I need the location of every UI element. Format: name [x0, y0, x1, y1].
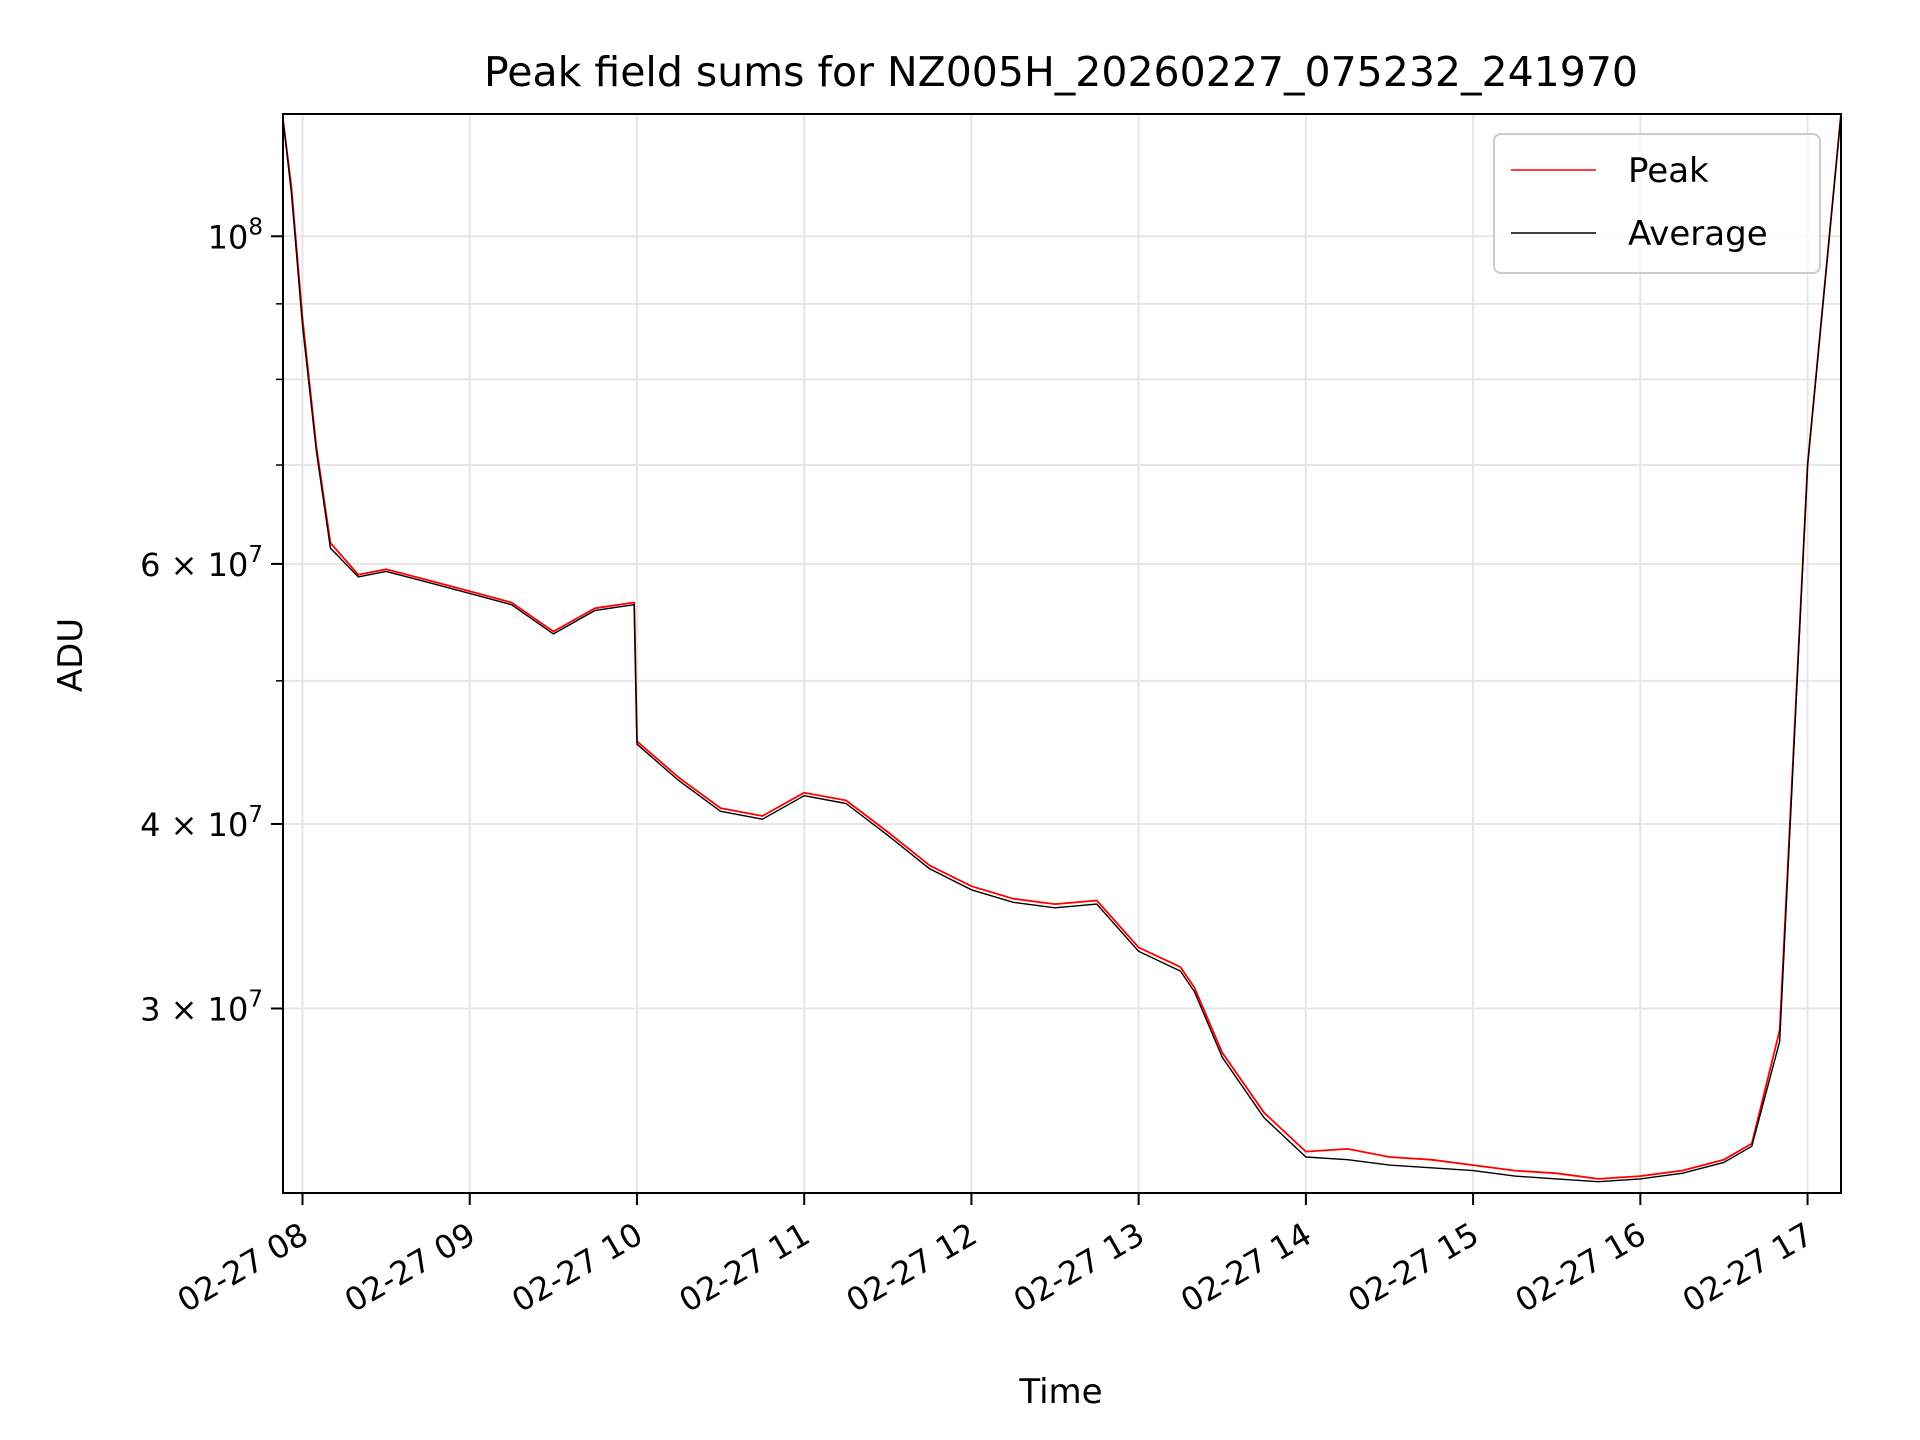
y-axis-label: ADU	[51, 618, 91, 692]
y-tick-mantissa: 6 × 10	[140, 546, 248, 584]
y-tick-label: 108	[208, 214, 263, 256]
y-tick-exponent: 7	[248, 542, 263, 568]
x-axis-label: Time	[1018, 1372, 1102, 1412]
chart-title: Peak field sums for NZ005H_20260227_0752…	[484, 48, 1638, 96]
y-tick-exponent: 7	[248, 802, 263, 828]
legend: Peak Average	[1493, 133, 1821, 274]
legend-label-average: Average	[1628, 214, 1768, 254]
series-peak	[283, 114, 1841, 1180]
legend-box	[1493, 133, 1821, 274]
y-tick-exponent: 8	[248, 214, 263, 240]
plot-lines	[283, 114, 1841, 1183]
axes-frame	[282, 113, 1842, 1194]
series-average	[283, 114, 1841, 1183]
legend-label-peak: Peak	[1628, 151, 1709, 191]
y-tick-label: 4 × 107	[140, 802, 263, 844]
y-tick-label: 3 × 107	[140, 986, 263, 1028]
y-tick-mantissa: 4 × 10	[140, 806, 248, 844]
y-tick-mantissa: 10	[208, 218, 249, 256]
peak-line	[283, 114, 1841, 1180]
y-tick-mantissa: 3 × 10	[140, 990, 248, 1028]
y-tick-exponent: 7	[248, 986, 263, 1012]
average-line	[283, 114, 1841, 1183]
y-tick-label: 6 × 107	[140, 542, 263, 584]
